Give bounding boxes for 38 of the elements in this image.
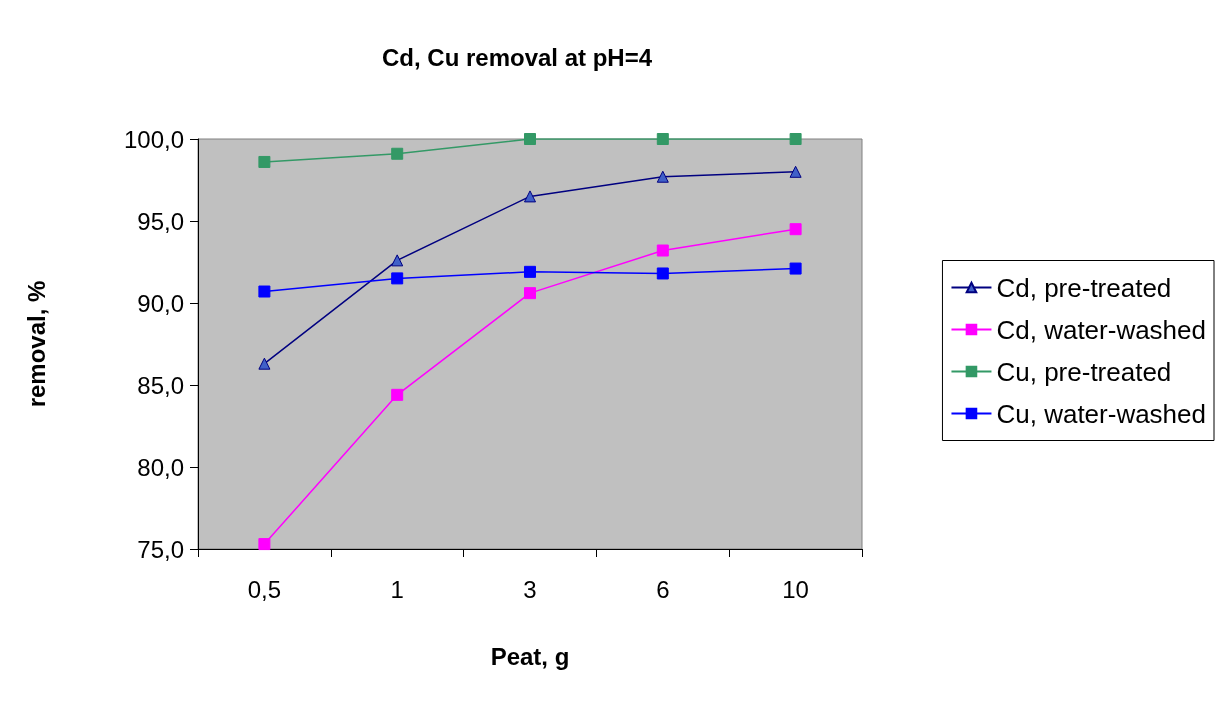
y-axis-title: removal, % [22,280,50,408]
x-tick-label: 10 [782,575,809,603]
point [656,244,669,257]
point [656,267,669,280]
point [391,272,404,285]
point [258,538,271,551]
x-tick-label: 1 [390,575,404,603]
y-tick-label: 85,0 [137,371,184,399]
point [524,265,536,278]
y-tick-label: 75,0 [137,535,184,563]
legend-label: Cu, water-washed [996,398,1207,429]
legend-label: Cu, pre-treated [996,356,1172,387]
y-tick-label: 100,0 [123,125,184,153]
point [789,133,802,145]
y-tick-label: 80,0 [137,453,184,481]
point [656,170,669,183]
legend-label: Cd, water-washed [996,314,1207,345]
x-axis-title: Peat, g [490,642,570,670]
point [524,190,536,203]
point [789,165,802,178]
point [391,388,404,401]
point [789,262,802,275]
y-tick-label: 90,0 [137,289,184,317]
point [524,287,536,300]
x-tick-label: 3 [523,575,537,603]
y-tick-label: 95,0 [137,207,184,235]
x-tick-label: 0,5 [247,575,282,603]
point [258,357,271,370]
point [258,155,271,168]
point [656,133,669,145]
point [391,147,404,160]
point [524,133,536,145]
point [789,223,802,236]
point [258,285,271,298]
legend-label: Cd, pre-treated [996,272,1172,303]
point [391,254,404,267]
chart-title: Cd, Cu removal at pH=4 [381,43,653,71]
x-tick-label: 6 [656,575,670,603]
